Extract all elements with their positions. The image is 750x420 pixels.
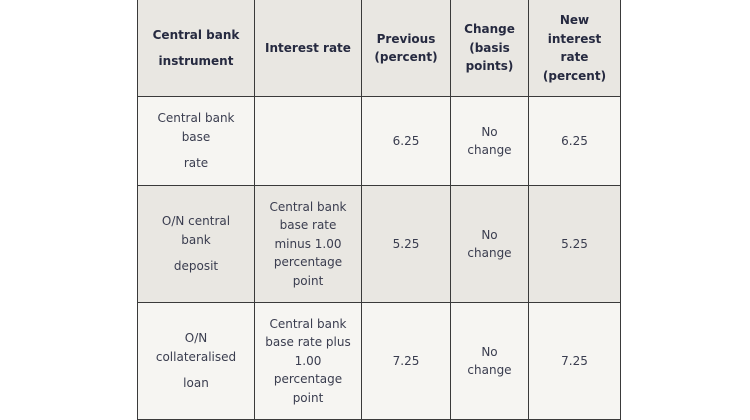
cell-text: rate (183, 156, 209, 171)
table-row: Central bank base rate 6.25 No change 6.… (137, 96, 621, 186)
header-instrument: Central bank instrument (137, 0, 255, 97)
header-text: (percent) (542, 68, 607, 83)
table-row: O/N central bank deposit Central bank ba… (137, 185, 621, 303)
header-text: rate (560, 50, 589, 64)
new-rate-cell: 5.25 (528, 185, 621, 303)
header-text: points) (465, 59, 514, 74)
cell-text: point (292, 390, 324, 405)
instrument-cell: O/N central bank deposit (137, 185, 255, 303)
header-text: Central bank (152, 27, 240, 42)
header-interest-rate: Interest rate (254, 0, 362, 97)
new-rate-cell: 6.25 (528, 96, 621, 186)
instrument-cell: O/N collateralised loan (137, 302, 255, 420)
cell-text: base rate (279, 218, 337, 233)
cell-text: base rate plus (265, 335, 351, 350)
cell-text: percentage (273, 372, 343, 387)
table-row: O/N collateralised loan Central bank bas… (137, 302, 621, 420)
interest-rate-cell: Central bank base rate plus 1.00 percent… (254, 302, 362, 420)
previous-cell: 6.25 (361, 96, 451, 186)
cell-text: deposit (173, 259, 219, 274)
cell-text: collateralised (155, 349, 237, 364)
header-text: Previous (376, 31, 436, 46)
cell-text: 1.00 (294, 353, 322, 368)
header-text: instrument (158, 54, 234, 68)
cell-text: Central bank (269, 199, 347, 214)
interest-rate-cell: Central bank base rate minus 1.00 percen… (254, 185, 362, 303)
cell-text: point (292, 273, 324, 288)
change-cell: No change (450, 96, 529, 186)
new-rate-cell: 7.25 (528, 302, 621, 420)
cell-text: Central bank (157, 111, 235, 126)
cell-text: change (467, 363, 512, 377)
header-text: Interest rate (265, 40, 351, 55)
instrument-cell: Central bank base rate (137, 96, 255, 186)
cell-text: percentage (273, 255, 343, 270)
header-change: Change (basis points) (450, 0, 529, 97)
previous-cell: 7.25 (361, 302, 451, 420)
cell-text: change (467, 143, 512, 157)
header-text: interest (547, 31, 602, 46)
header-text: Change (464, 22, 515, 37)
change-cell: No change (450, 185, 529, 303)
header-text: (basis (469, 40, 510, 55)
cell-text: change (467, 246, 512, 260)
cell-text: Central bank (269, 316, 347, 331)
cell-text: base (181, 129, 211, 144)
header-row: Central bank instrument Interest rate Pr… (137, 0, 621, 97)
header-previous: Previous (percent) (361, 0, 451, 97)
cell-text: O/N central (161, 214, 231, 229)
header-text: New (559, 13, 590, 27)
header-text: (percent) (374, 50, 438, 64)
header-new-rate: New interest rate (percent) (528, 0, 621, 97)
interest-rate-cell (254, 96, 362, 186)
cell-text: minus 1.00 (274, 236, 342, 251)
cell-text: bank (181, 232, 211, 247)
interest-rate-table: Central bank instrument Interest rate Pr… (137, 0, 621, 420)
cell-text: No (481, 124, 498, 139)
previous-cell: 5.25 (361, 185, 451, 303)
cell-text: loan (183, 376, 209, 391)
change-cell: No change (450, 302, 529, 420)
cell-text: No (481, 344, 498, 359)
cell-text: No (481, 227, 498, 242)
cell-text: O/N (184, 331, 208, 346)
